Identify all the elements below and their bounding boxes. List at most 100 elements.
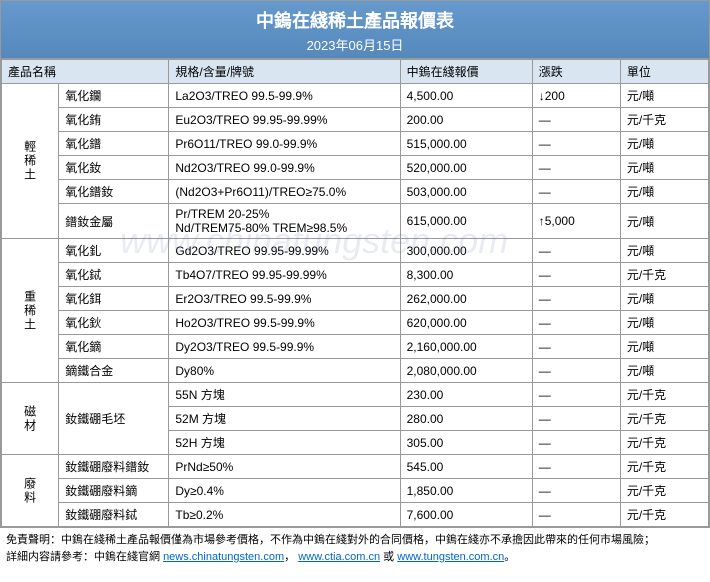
cell-unit: 元/千克 xyxy=(620,503,708,527)
cell-price: 230.00 xyxy=(400,383,532,407)
cell-price: 8,300.00 xyxy=(400,263,532,287)
table-row: 氧化鐠釹(Nd2O3+Pr6O11)/TREO≥75.0%503,000.00—… xyxy=(2,180,709,204)
product-spec: La2O3/TREO 99.5-99.9% xyxy=(169,84,400,108)
cell-change: — xyxy=(532,108,620,132)
group-label: 磁材 xyxy=(2,383,59,455)
cell-unit: 元/噸 xyxy=(620,84,708,108)
cell-unit: 元/噸 xyxy=(620,156,708,180)
cell-price: 7,600.00 xyxy=(400,503,532,527)
cell-change: — xyxy=(532,156,620,180)
product-name: 氧化鐠 xyxy=(59,132,169,156)
link-ctia[interactable]: www.ctia.com.cn xyxy=(298,551,380,563)
group-label: 重稀土 xyxy=(2,239,59,383)
product-name: 氧化鐠釹 xyxy=(59,180,169,204)
cell-price: 520,000.00 xyxy=(400,156,532,180)
product-spec: Ho2O3/TREO 99.5-99.9% xyxy=(169,311,400,335)
product-spec: 52M 方塊 xyxy=(169,407,400,431)
cell-unit: 元/千克 xyxy=(620,407,708,431)
cell-unit: 元/噸 xyxy=(620,311,708,335)
table-row: 輕稀土氧化鑭La2O3/TREO 99.5-99.9%4,500.00↓200元… xyxy=(2,84,709,108)
product-name: 釹鐵硼廢料鋱 xyxy=(59,503,169,527)
product-spec: Dy2O3/TREO 99.5-99.9% xyxy=(169,335,400,359)
table-row: 氧化銪Eu2O3/TREO 99.95-99.99%200.00—元/千克 xyxy=(2,108,709,132)
table-row: 鐠釹金屬Pr/TREM 20-25%Nd/TREM75-80% TREM≥98.… xyxy=(2,204,709,239)
cell-change: — xyxy=(532,503,620,527)
product-spec: Tb≥0.2% xyxy=(169,503,400,527)
product-spec: Dy80% xyxy=(169,359,400,383)
product-name: 氧化鈥 xyxy=(59,311,169,335)
cell-change: — xyxy=(532,359,620,383)
product-name: 氧化鑭 xyxy=(59,84,169,108)
cell-unit: 元/噸 xyxy=(620,180,708,204)
product-name: 氧化釓 xyxy=(59,239,169,263)
cell-price: 262,000.00 xyxy=(400,287,532,311)
cell-price: 620,000.00 xyxy=(400,311,532,335)
price-table: 產品名稱 規格/含量/牌號 中鎢在綫報價 漲跌 單位 輕稀土氧化鑭La2O3/T… xyxy=(1,59,709,527)
product-spec: Gd2O3/TREO 99.95-99.99% xyxy=(169,239,400,263)
table-row: 氧化鋱Tb4O7/TREO 99.95-99.99%8,300.00—元/千克 xyxy=(2,263,709,287)
col-name: 產品名稱 xyxy=(2,60,169,84)
cell-change: — xyxy=(532,431,620,455)
cell-unit: 元/千克 xyxy=(620,108,708,132)
cell-unit: 元/噸 xyxy=(620,359,708,383)
date: 2023年06月15日 xyxy=(1,35,709,54)
table-row: 磁材釹鐵硼毛坯55N 方塊230.00—元/千克 xyxy=(2,383,709,407)
product-spec: 52H 方塊 xyxy=(169,431,400,455)
cell-price: 1,850.00 xyxy=(400,479,532,503)
product-spec: Pr/TREM 20-25%Nd/TREM75-80% TREM≥98.5% xyxy=(169,204,400,239)
cell-change: — xyxy=(532,311,620,335)
cell-price: 515,000.00 xyxy=(400,132,532,156)
product-spec: (Nd2O3+Pr6O11)/TREO≥75.0% xyxy=(169,180,400,204)
table-row: 氧化鏑Dy2O3/TREO 99.5-99.9%2,160,000.00—元/噸 xyxy=(2,335,709,359)
table-row: 重稀土氧化釓Gd2O3/TREO 99.95-99.99%300,000.00—… xyxy=(2,239,709,263)
product-name: 氧化釹 xyxy=(59,156,169,180)
table-row: 氧化釹Nd2O3/TREO 99.0-99.9%520,000.00—元/噸 xyxy=(2,156,709,180)
cell-unit: 元/千克 xyxy=(620,455,708,479)
product-name: 氧化銪 xyxy=(59,108,169,132)
table-row: 氧化鐠Pr6O11/TREO 99.0-99.9%515,000.00—元/噸 xyxy=(2,132,709,156)
product-spec: Eu2O3/TREO 99.95-99.99% xyxy=(169,108,400,132)
product-spec: Nd2O3/TREO 99.0-99.9% xyxy=(169,156,400,180)
cell-price: 4,500.00 xyxy=(400,84,532,108)
table-row: 氧化鈥Ho2O3/TREO 99.5-99.9%620,000.00—元/噸 xyxy=(2,311,709,335)
cell-change: — xyxy=(532,407,620,431)
cell-unit: 元/噸 xyxy=(620,204,708,239)
cell-price: 503,000.00 xyxy=(400,180,532,204)
link-tungsten[interactable]: www.tungsten.com.cn xyxy=(397,551,504,563)
cell-change: — xyxy=(532,263,620,287)
product-name: 釹鐵硼廢料鐠釹 xyxy=(59,455,169,479)
cell-change: — xyxy=(532,287,620,311)
col-price: 中鎢在綫報價 xyxy=(400,60,532,84)
product-spec: Er2O3/TREO 99.5-99.9% xyxy=(169,287,400,311)
product-name: 氧化鉺 xyxy=(59,287,169,311)
cell-change: — xyxy=(532,180,620,204)
product-name: 鐠釹金屬 xyxy=(59,204,169,239)
cell-price: 2,080,000.00 xyxy=(400,359,532,383)
cell-change: — xyxy=(532,239,620,263)
product-spec: PrNd≥50% xyxy=(169,455,400,479)
table-row: 鏑鐵合金Dy80%2,080,000.00—元/噸 xyxy=(2,359,709,383)
cell-change: — xyxy=(532,455,620,479)
product-name: 鏑鐵合金 xyxy=(59,359,169,383)
table-row: 氧化鉺Er2O3/TREO 99.5-99.9%262,000.00—元/噸 xyxy=(2,287,709,311)
title: 中鎢在綫稀土產品報價表 xyxy=(1,7,709,33)
cell-change: — xyxy=(532,335,620,359)
price-table-container: 中鎢在綫稀土產品報價表 2023年06月15日 產品名稱 規格/含量/牌號 中鎢… xyxy=(0,0,710,528)
product-name: 釹鐵硼廢料鏑 xyxy=(59,479,169,503)
product-name: 氧化鋱 xyxy=(59,263,169,287)
link-news[interactable]: news.chinatungsten.com xyxy=(163,551,284,563)
product-spec: Pr6O11/TREO 99.0-99.9% xyxy=(169,132,400,156)
cell-change: ↑5,000 xyxy=(532,204,620,239)
product-spec: Tb4O7/TREO 99.95-99.99% xyxy=(169,263,400,287)
group-label: 輕稀土 xyxy=(2,84,59,239)
cell-price: 280.00 xyxy=(400,407,532,431)
cell-unit: 元/千克 xyxy=(620,431,708,455)
cell-unit: 元/千克 xyxy=(620,383,708,407)
disclaimer: 免責聲明：中鎢在綫稀土產品報價僅為市場參考價格，不作為中鎢在綫對外的合同價格，中… xyxy=(6,534,655,546)
col-change: 漲跌 xyxy=(532,60,620,84)
cell-price: 305.00 xyxy=(400,431,532,455)
cell-change: ↓200 xyxy=(532,84,620,108)
cell-change: — xyxy=(532,132,620,156)
table-row: 釹鐵硼廢料鏑Dy≥0.4%1,850.00—元/千克 xyxy=(2,479,709,503)
cell-price: 300,000.00 xyxy=(400,239,532,263)
